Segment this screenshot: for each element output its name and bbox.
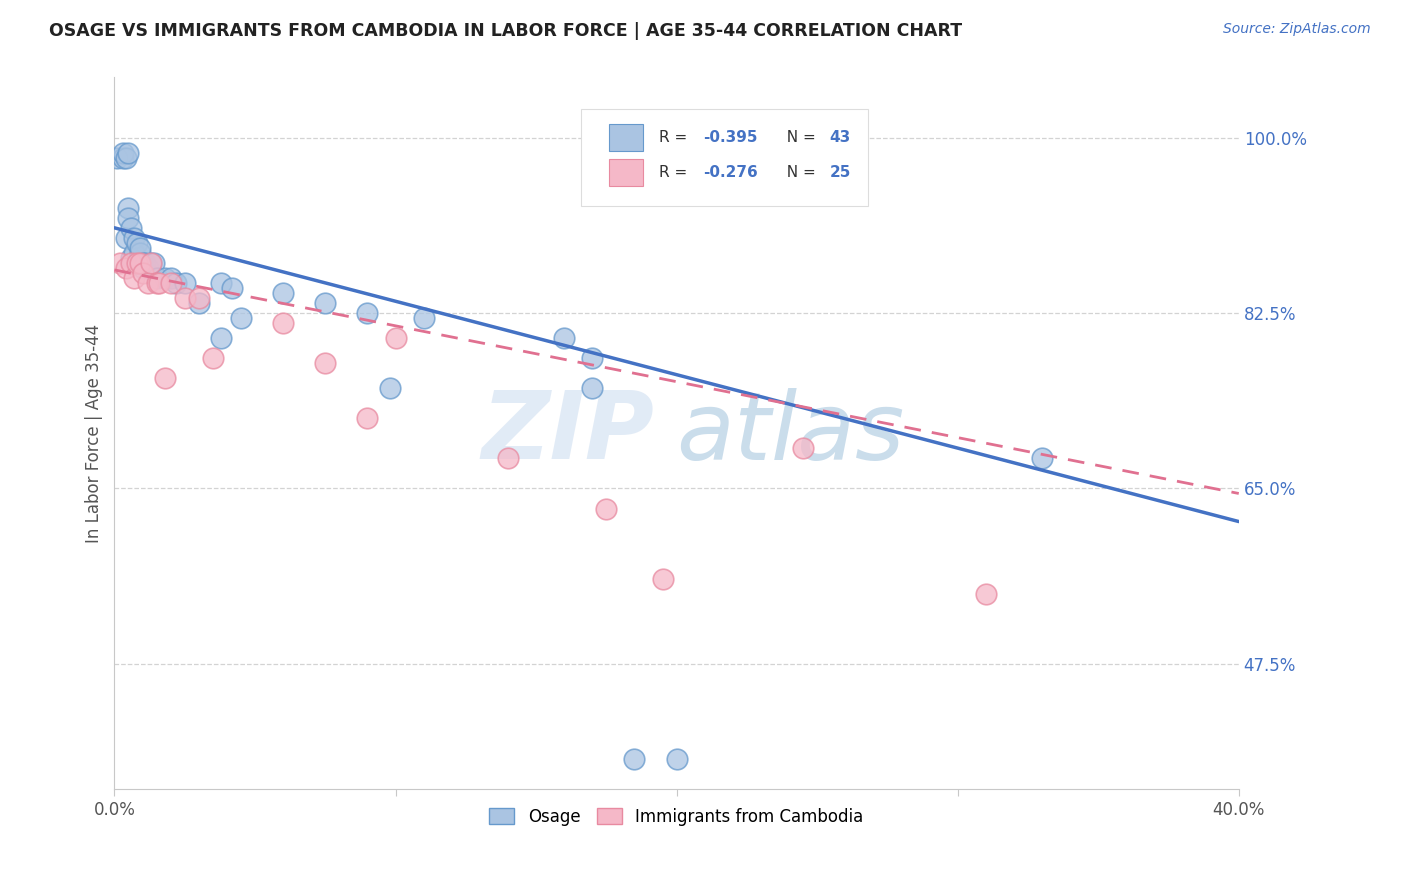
Point xyxy=(651,572,673,586)
Point xyxy=(136,260,159,275)
Text: Source: ZipAtlas.com: Source: ZipAtlas.com xyxy=(1223,22,1371,37)
Point xyxy=(665,752,688,766)
Point xyxy=(974,587,997,601)
Point xyxy=(134,256,156,270)
Point xyxy=(187,296,209,310)
Point xyxy=(120,251,142,265)
Text: -0.276: -0.276 xyxy=(703,165,758,179)
Point xyxy=(412,311,434,326)
Point xyxy=(128,256,150,270)
Point xyxy=(111,151,134,165)
FancyBboxPatch shape xyxy=(581,110,868,205)
Point xyxy=(120,256,142,270)
Text: 25: 25 xyxy=(830,165,851,179)
Text: -0.395: -0.395 xyxy=(703,130,758,145)
Point xyxy=(159,271,181,285)
Point xyxy=(136,276,159,290)
Point xyxy=(125,256,148,270)
Text: N =: N = xyxy=(776,130,820,145)
Text: ZIP: ZIP xyxy=(481,387,654,479)
Point xyxy=(145,271,167,285)
Point xyxy=(356,411,378,425)
Point xyxy=(271,285,294,300)
Point xyxy=(142,256,165,270)
Text: N =: N = xyxy=(776,165,820,179)
Point xyxy=(131,266,153,280)
Point xyxy=(105,151,128,165)
Point xyxy=(122,245,145,260)
Point xyxy=(111,145,134,160)
Point xyxy=(153,371,176,385)
Point xyxy=(187,291,209,305)
Point xyxy=(153,271,176,285)
Point xyxy=(496,451,519,466)
Point xyxy=(114,260,136,275)
Point xyxy=(122,231,145,245)
Point xyxy=(378,381,401,395)
Text: OSAGE VS IMMIGRANTS FROM CAMBODIA IN LABOR FORCE | AGE 35-44 CORRELATION CHART: OSAGE VS IMMIGRANTS FROM CAMBODIA IN LAB… xyxy=(49,22,962,40)
Point xyxy=(384,331,406,345)
Point xyxy=(125,256,148,270)
Point xyxy=(120,220,142,235)
Point xyxy=(131,256,153,270)
Point xyxy=(209,276,232,290)
Point xyxy=(595,501,617,516)
Point xyxy=(114,231,136,245)
Point xyxy=(165,276,187,290)
Point xyxy=(173,276,195,290)
Point xyxy=(139,256,162,270)
Point xyxy=(117,211,139,225)
Point xyxy=(108,256,131,270)
Point xyxy=(139,256,162,270)
Legend: Osage, Immigrants from Cambodia: Osage, Immigrants from Cambodia xyxy=(481,799,872,834)
Point xyxy=(125,235,148,250)
Point xyxy=(114,151,136,165)
Point xyxy=(792,442,814,456)
Point xyxy=(356,306,378,320)
Point xyxy=(314,296,336,310)
Point xyxy=(581,351,603,366)
FancyBboxPatch shape xyxy=(609,124,643,152)
Text: atlas: atlas xyxy=(676,388,905,479)
Point xyxy=(131,260,153,275)
Text: 43: 43 xyxy=(830,130,851,145)
Point xyxy=(623,752,645,766)
Point xyxy=(122,271,145,285)
Point xyxy=(581,381,603,395)
Point xyxy=(159,276,181,290)
Point xyxy=(1031,451,1053,466)
Point xyxy=(128,241,150,255)
Point xyxy=(148,276,170,290)
Point xyxy=(271,316,294,330)
Point xyxy=(209,331,232,345)
Text: R =: R = xyxy=(658,165,692,179)
Point xyxy=(229,311,252,326)
Point xyxy=(145,276,167,290)
FancyBboxPatch shape xyxy=(609,159,643,186)
Point xyxy=(221,281,243,295)
Text: R =: R = xyxy=(658,130,692,145)
Point xyxy=(128,245,150,260)
Point xyxy=(117,145,139,160)
Y-axis label: In Labor Force | Age 35-44: In Labor Force | Age 35-44 xyxy=(86,324,103,543)
Point xyxy=(314,356,336,370)
Point xyxy=(117,201,139,215)
Point xyxy=(173,291,195,305)
Point xyxy=(553,331,575,345)
Point xyxy=(201,351,224,366)
